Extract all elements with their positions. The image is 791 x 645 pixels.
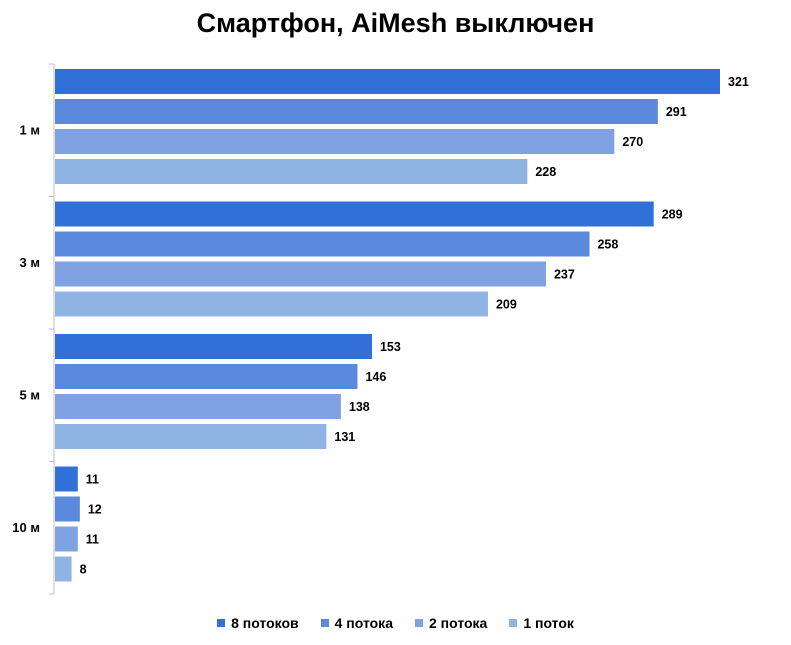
bar: [55, 526, 78, 552]
category-label: 10 м: [12, 520, 40, 535]
category-label: 1 м: [20, 122, 40, 137]
legend-swatch: [320, 619, 329, 627]
category-label: 5 м: [20, 387, 40, 402]
bar: [55, 201, 654, 227]
bar: [55, 364, 358, 389]
legend-swatch: [509, 619, 518, 627]
data-label: 146: [365, 370, 386, 384]
bar: [55, 99, 658, 124]
data-label: 270: [622, 135, 643, 149]
legend-item: 4 потока: [320, 615, 393, 631]
legend-swatch: [217, 619, 226, 627]
bar: [55, 556, 72, 582]
data-label: 153: [380, 340, 401, 354]
data-label: 289: [662, 208, 683, 222]
chart-title: Смартфон, AiMesh выключен: [196, 8, 595, 38]
legend-item: 8 потоков: [217, 615, 299, 631]
bar: [55, 129, 615, 154]
bar: [55, 394, 341, 419]
bar: [55, 159, 528, 184]
bar: [55, 231, 590, 257]
data-label: 11: [86, 473, 99, 487]
data-label: 291: [666, 105, 687, 119]
bar: [55, 261, 546, 287]
chart-legend: 8 потоков 4 потока 2 потока 1 поток: [0, 615, 791, 631]
data-label: 138: [349, 400, 370, 414]
legend-label: 4 потока: [334, 615, 393, 631]
legend-swatch: [414, 619, 423, 627]
legend-label: 2 потока: [428, 615, 488, 631]
bar: [55, 424, 327, 449]
bar: [55, 69, 720, 94]
legend-item: 2 потока: [414, 615, 488, 631]
bar: [55, 291, 488, 317]
bar: [55, 496, 80, 522]
data-label: 11: [86, 533, 99, 547]
legend-label: 1 поток: [523, 615, 574, 631]
data-label: 237: [554, 268, 575, 282]
category-label: 3 м: [20, 255, 40, 270]
data-label: 258: [597, 238, 618, 252]
data-label: 321: [728, 75, 749, 89]
data-label: 228: [535, 165, 556, 179]
data-label: 8: [80, 563, 87, 577]
data-label: 131: [334, 430, 355, 444]
legend-item: 1 поток: [509, 615, 574, 631]
bar: [55, 334, 372, 359]
data-label: 12: [88, 503, 102, 517]
data-label: 209: [496, 298, 517, 312]
bar: [55, 466, 78, 492]
legend-label: 8 потоков: [231, 615, 299, 631]
